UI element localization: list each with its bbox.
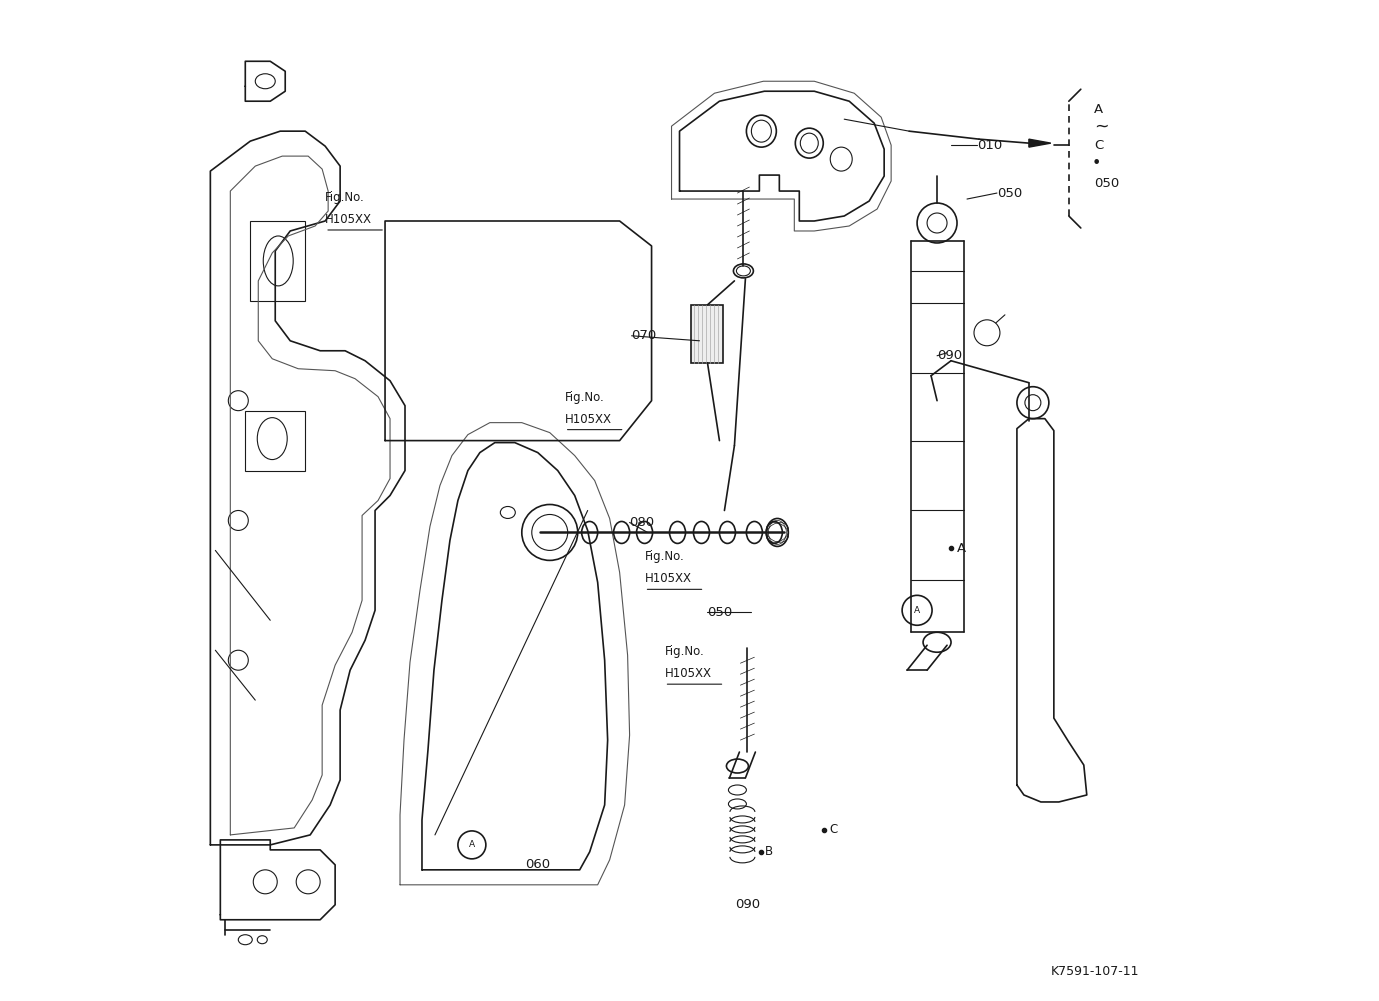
Text: C: C xyxy=(1094,138,1103,151)
Text: A: A xyxy=(957,542,967,555)
Text: 050: 050 xyxy=(707,606,732,619)
Text: K7591-107-11: K7591-107-11 xyxy=(1051,965,1139,978)
Text: Fig.No.: Fig.No. xyxy=(325,191,365,204)
Text: A: A xyxy=(914,606,920,615)
Text: Fig.No.: Fig.No. xyxy=(565,390,604,403)
Text: 090: 090 xyxy=(735,898,761,911)
Text: H105XX: H105XX xyxy=(644,573,692,586)
Bar xyxy=(245,410,305,470)
Text: 050: 050 xyxy=(1094,176,1118,189)
Polygon shape xyxy=(1029,139,1051,147)
Text: H105XX: H105XX xyxy=(565,412,612,425)
Text: 010: 010 xyxy=(976,138,1003,151)
Text: 070: 070 xyxy=(632,329,656,342)
Text: C: C xyxy=(829,824,837,837)
Text: Fig.No.: Fig.No. xyxy=(644,551,684,564)
Text: B: B xyxy=(765,846,774,859)
Text: H105XX: H105XX xyxy=(665,668,712,681)
Text: H105XX: H105XX xyxy=(325,213,372,226)
Text: •: • xyxy=(1092,155,1102,170)
Text: ~: ~ xyxy=(1094,117,1109,135)
Bar xyxy=(250,221,305,301)
Text: 050: 050 xyxy=(997,186,1022,199)
Text: 060: 060 xyxy=(525,858,550,871)
Text: A: A xyxy=(469,841,474,850)
Bar xyxy=(691,305,724,362)
Text: A: A xyxy=(1094,103,1103,116)
Text: 090: 090 xyxy=(938,349,963,362)
Text: 080: 080 xyxy=(630,516,655,529)
Text: Fig.No.: Fig.No. xyxy=(665,646,705,659)
